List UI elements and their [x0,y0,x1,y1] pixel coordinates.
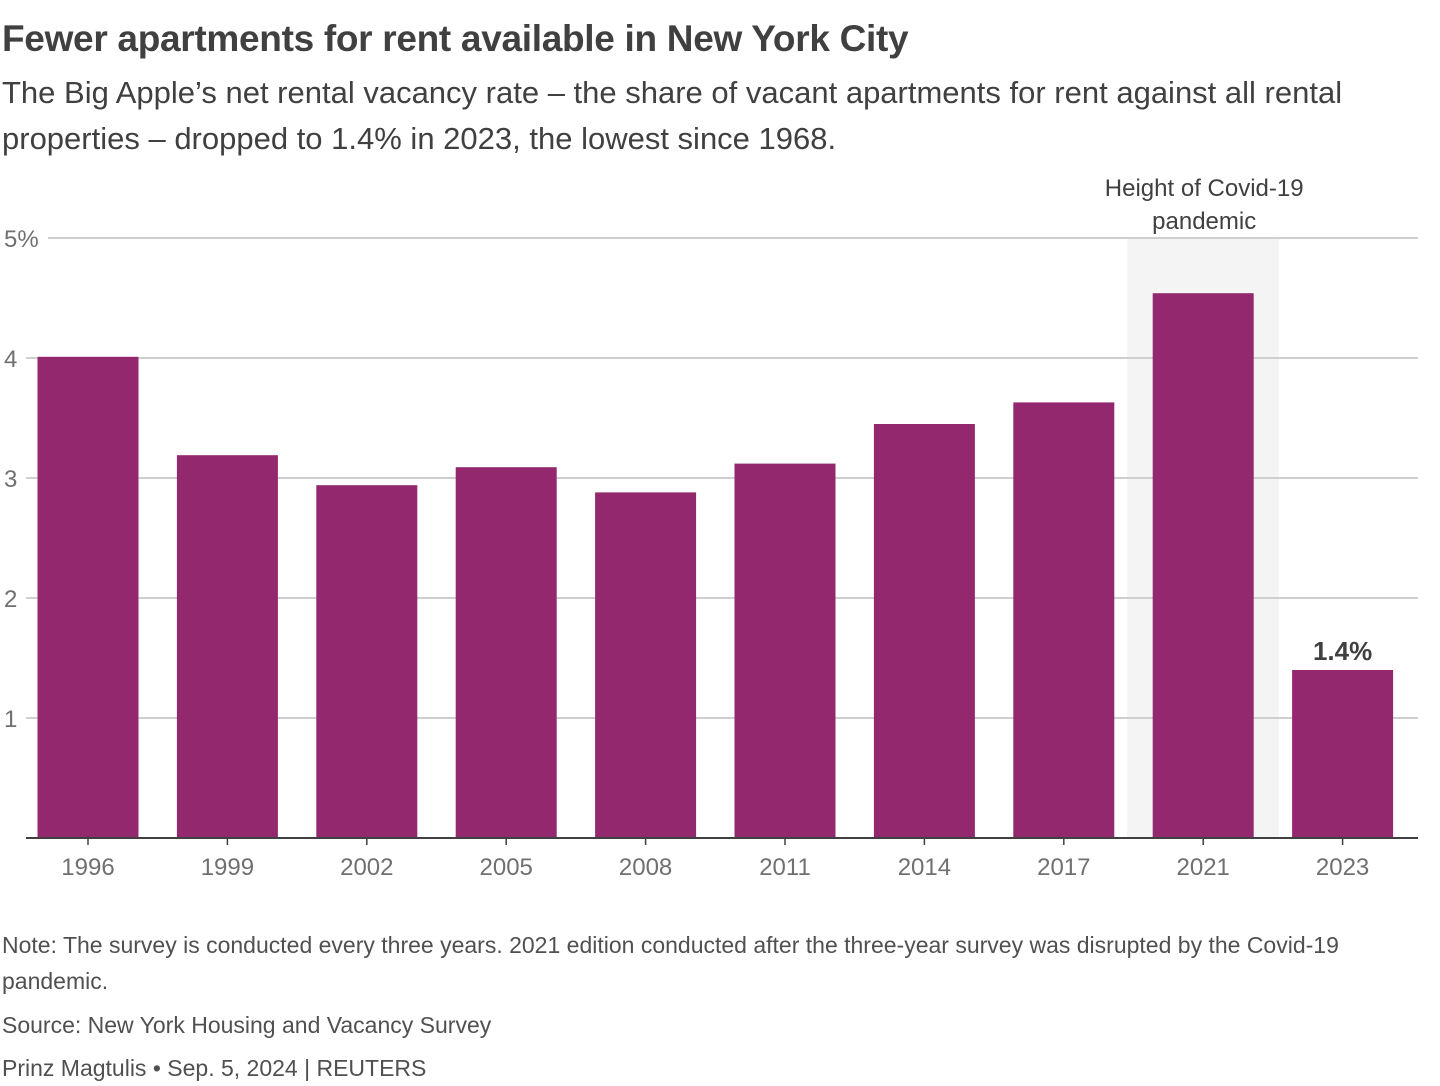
x-tick-label: 2017 [1037,854,1090,881]
y-tick-label: 5% [4,226,39,253]
bar-2014 [873,424,975,838]
bar-2023 [1292,670,1394,838]
chart-source: Source: New York Housing and Vacancy Sur… [2,1012,492,1038]
y-tick-label: 3 [4,466,17,493]
bar-2017 [1013,402,1115,838]
chart-subtitle: The Big Apple’s net rental vacancy rate … [2,75,1343,156]
x-tick-label: 2002 [340,854,393,881]
chart-note: Note: The survey is conducted every thre… [2,932,1339,994]
x-tick-label: 2014 [898,854,951,881]
bar-2011 [734,463,836,838]
bar-1999 [176,455,278,838]
bar-1996 [37,356,139,838]
bar-2008 [595,492,697,838]
x-tick-label: 1999 [201,854,254,881]
bar-2002 [316,485,418,838]
y-tick-label: 2 [4,586,17,613]
x-tick-label: 1996 [61,854,114,881]
x-tick-label: 2023 [1316,854,1369,881]
x-tick-label: 2005 [480,854,533,881]
bar-2021 [1152,293,1254,838]
bar-2005 [455,467,557,838]
x-tick-label: 2008 [619,854,672,881]
x-tick-label: 2011 [759,854,811,881]
highlight-label: Height of Covid-19 [1105,175,1304,202]
y-tick-label: 1 [4,706,17,733]
bar-chart: Height of Covid-19 pandemic 1 2 3 4 5% 1996 1999… [4,175,1418,881]
data-label: 1.4% [1313,636,1372,666]
chart-credit: Prinz Magtulis • Sep. 5, 2024 | REUTERS [2,1055,427,1081]
highlight-label: pandemic [1152,208,1256,235]
y-tick-label: 4 [4,346,17,373]
chart-title: Fewer apartments for rent available in N… [2,18,909,59]
x-tick-label: 2021 [1177,854,1230,881]
